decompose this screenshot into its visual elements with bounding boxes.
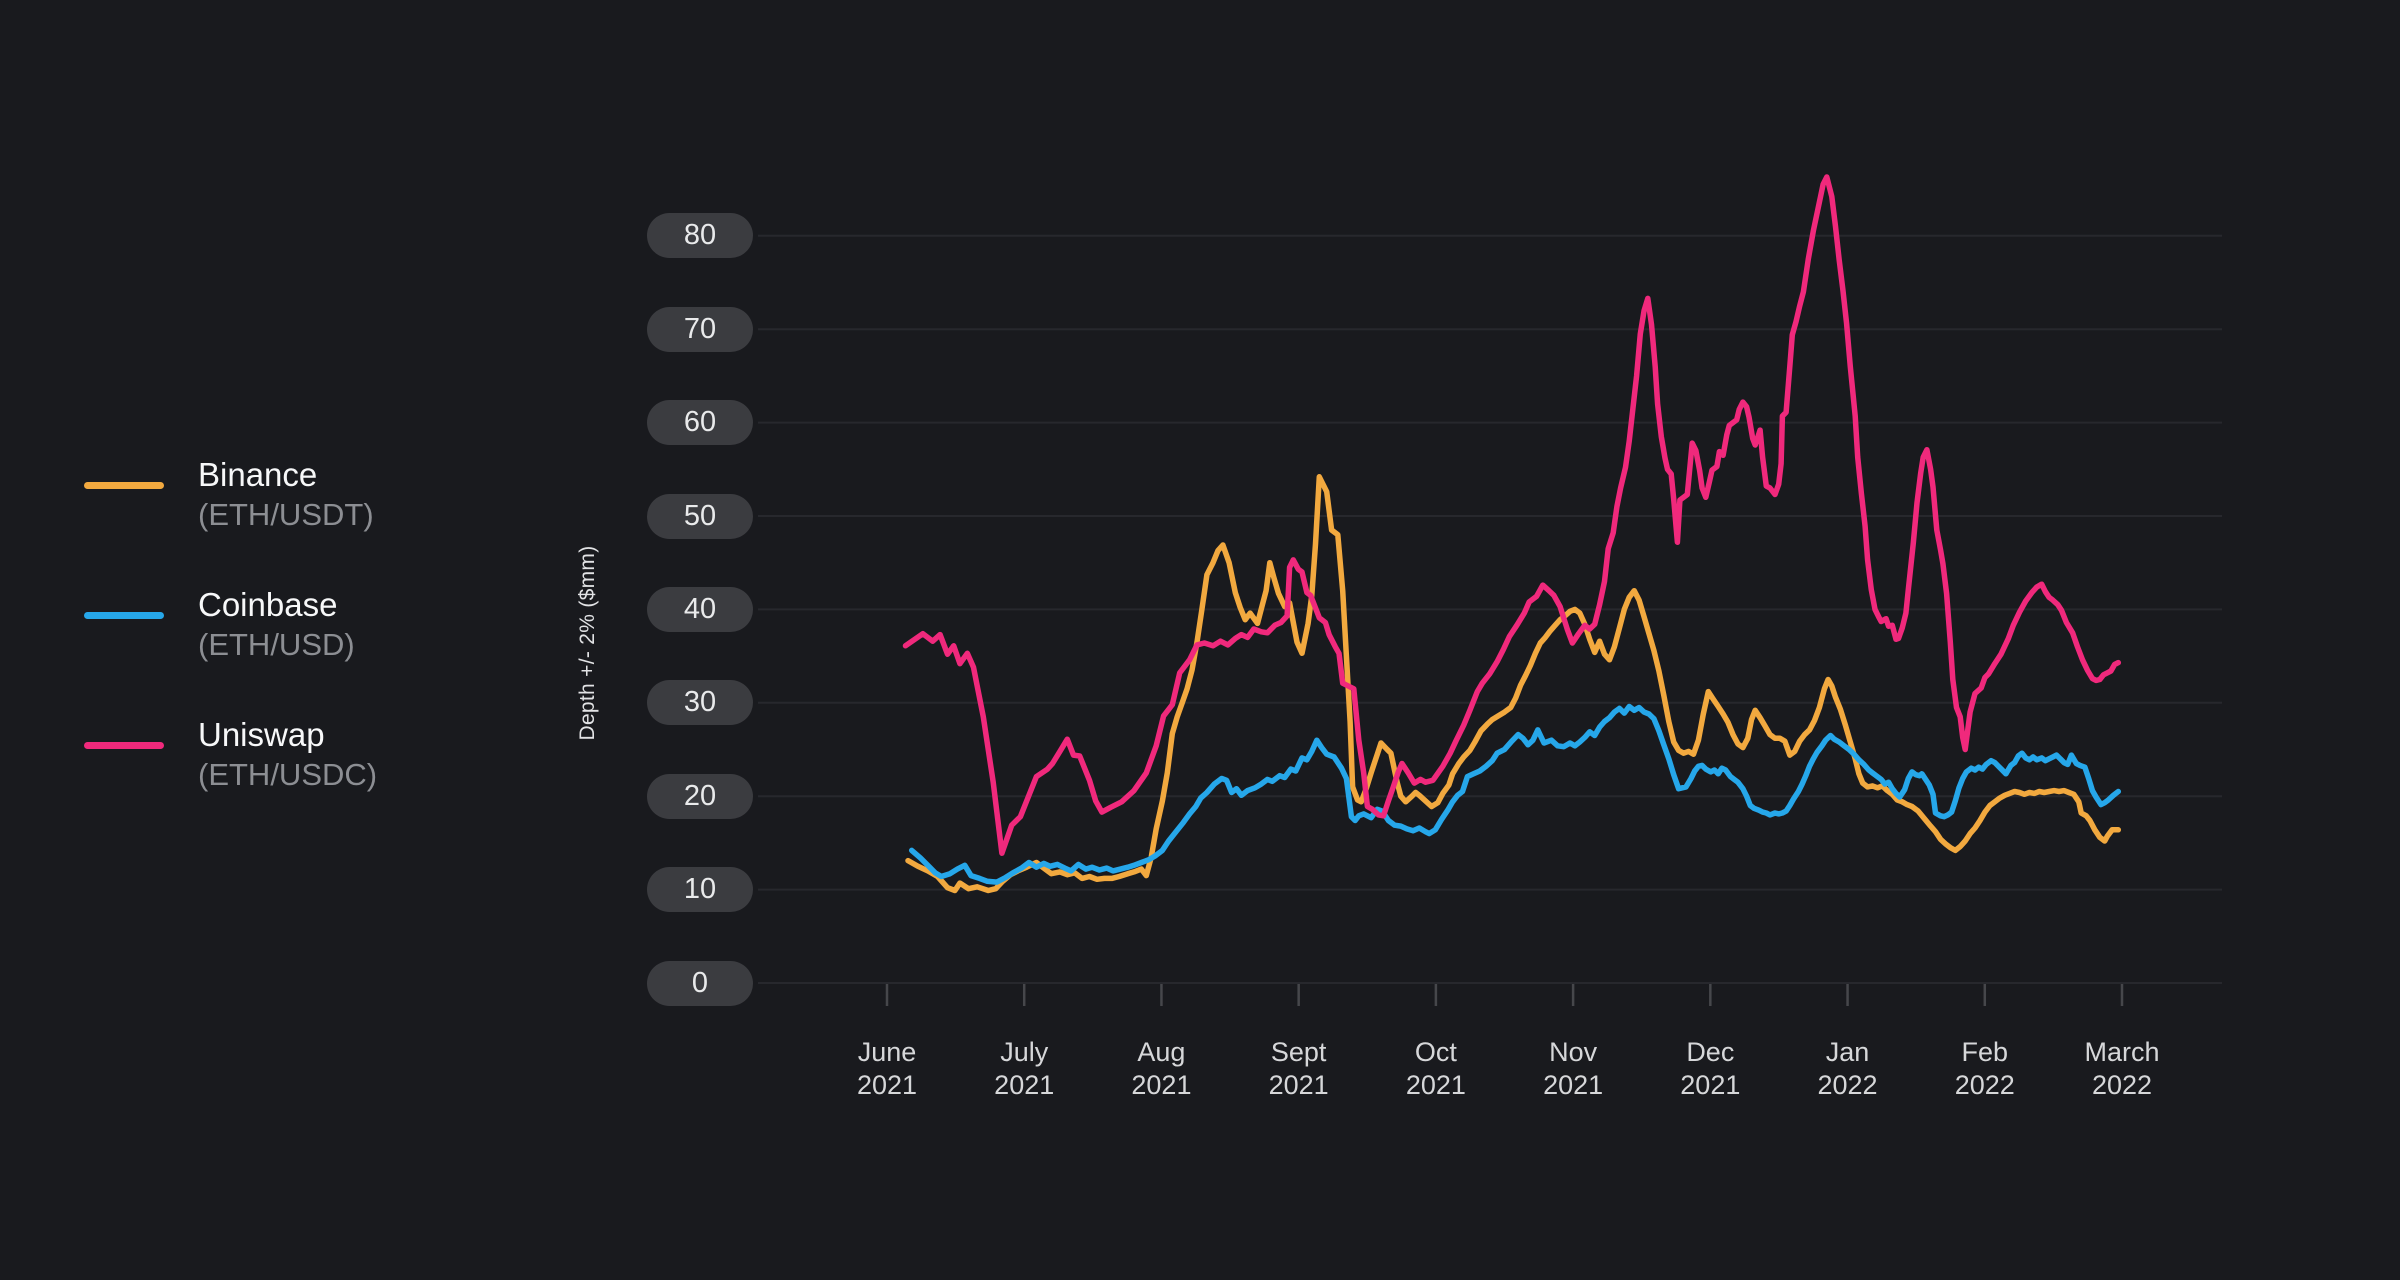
y-axis-pill-10: 10 xyxy=(647,867,753,913)
x-axis-label-feb: Feb 2022 xyxy=(1954,1037,2015,1100)
y-axis-pill-50: 50 xyxy=(647,493,753,539)
legend: Binance (ETH/USDT) Coinbase (ETH/USD) Un… xyxy=(84,455,377,845)
x-axis-label-oct: Oct 2021 xyxy=(1405,1037,1466,1100)
coinbase-line-swatch-icon xyxy=(84,612,164,619)
series-line-uniswap xyxy=(902,174,2122,856)
series-line-coinbase xyxy=(908,703,2122,885)
uniswap-line-swatch-icon xyxy=(84,742,164,749)
y-axis-pill-70: 70 xyxy=(647,306,753,352)
binance-line-swatch-icon xyxy=(84,482,164,489)
y-axis-pill-0: 0 xyxy=(647,960,753,1006)
y-axis-pill-30: 30 xyxy=(647,680,753,726)
legend-sublabel-binance: (ETH/USDT) xyxy=(198,497,374,532)
legend-sublabel-coinbase: (ETH/USD) xyxy=(198,627,355,662)
x-axis-label-nov: Nov 2021 xyxy=(1543,1037,1604,1100)
y-axis-pill-80: 80 xyxy=(647,213,753,259)
x-axis-label-dec: Dec 2021 xyxy=(1680,1037,1741,1100)
x-axis-label-aug: Aug 2021 xyxy=(1131,1037,1192,1100)
x-axis-label-jan: Jan 2022 xyxy=(1817,1037,1878,1100)
y-axis-pill-40: 40 xyxy=(647,586,753,632)
y-axis-pill-60: 60 xyxy=(647,400,753,446)
legend-label-uniswap: Uniswap xyxy=(198,716,325,753)
x-axis-label-july: July 2021 xyxy=(994,1037,1055,1100)
x-axis-label-sept: Sept 2021 xyxy=(1268,1037,1329,1100)
y-axis-title: Depth +/- 2% ($mm) xyxy=(576,545,599,741)
legend-label-coinbase: Coinbase xyxy=(198,586,338,623)
series-line-binance xyxy=(905,474,2122,894)
x-axis-label-june: June 2021 xyxy=(856,1037,918,1100)
legend-item-uniswap[interactable]: Uniswap (ETH/USDC) xyxy=(84,715,377,795)
legend-label-binance: Binance xyxy=(198,456,318,493)
legend-item-binance[interactable]: Binance (ETH/USDT) xyxy=(84,455,377,535)
legend-item-coinbase[interactable]: Coinbase (ETH/USD) xyxy=(84,585,377,665)
x-axis-label-march: March 2022 xyxy=(2084,1037,2160,1100)
legend-sublabel-uniswap: (ETH/USDC) xyxy=(198,757,378,792)
y-axis-pill-20: 20 xyxy=(647,773,753,819)
